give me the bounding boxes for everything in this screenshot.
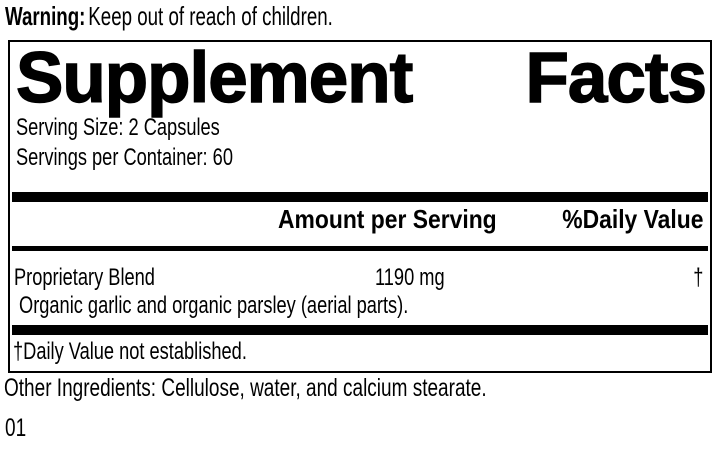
ingredient-row-daily-value: † [692,264,703,291]
other-ingredients-line: Other Ingredients: Cellulose, water, and… [4,374,487,402]
supplement-facts-panel: Supplement Facts Serving Size: 2 Capsule… [8,40,712,373]
label-code: 01 [5,414,27,442]
title-word-supplement: Supplement [15,38,414,118]
warning-line: Warning: Keep out of reach of children. [5,2,460,30]
servings-per-container-text: Servings per Container: 60 [16,144,233,171]
thick-rule-bottom [12,325,708,335]
warning-label: Warning: [5,1,86,31]
warning-text: Keep out of reach of children. [88,1,333,31]
amount-per-serving-header: Amount per Serving [278,204,497,234]
serving-size-line: Serving Size: 2 Capsules [16,116,284,140]
panel-title: Supplement Facts [15,38,708,118]
daily-value-footnote: †Daily Value not established. [13,338,247,365]
ingredient-row-amount: 1190 mg [375,264,445,291]
thick-rule-top [12,192,708,202]
servings-per-container-line: Servings per Container: 60 [16,146,302,170]
title-word-facts: Facts [525,38,708,118]
ingredient-row-description: Organic garlic and organic parsley (aeri… [19,292,409,319]
medium-rule-under-header [12,246,708,251]
daily-value-header: %Daily Value [561,204,703,234]
serving-size-text: Serving Size: 2 Capsules [16,114,220,141]
ingredient-row-name: Proprietary Blend [14,264,155,291]
